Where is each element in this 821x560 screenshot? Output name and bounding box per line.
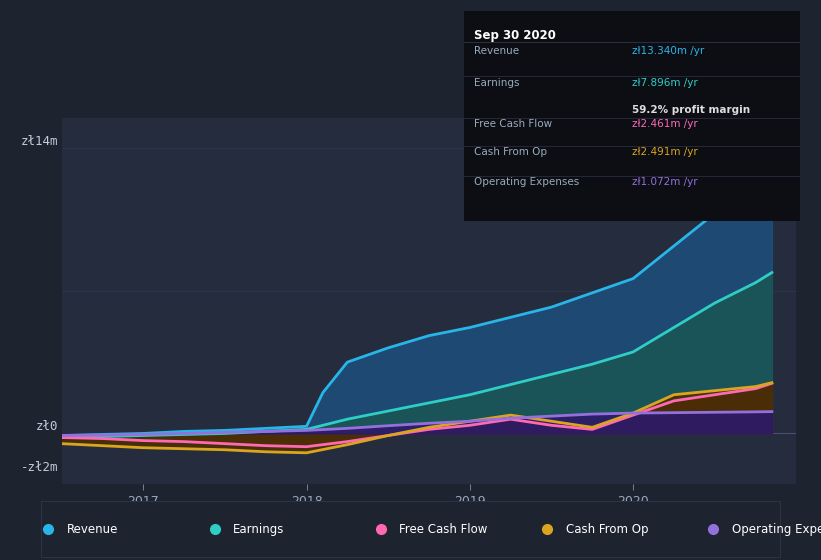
Text: -zł2m: -zł2m [21,461,58,474]
Text: Free Cash Flow: Free Cash Flow [400,522,488,536]
Text: Sep 30 2020: Sep 30 2020 [474,29,556,42]
Text: Operating Expenses: Operating Expenses [732,522,821,536]
Text: zł7.896m /yr: zł7.896m /yr [632,78,698,88]
Text: Cash From Op: Cash From Op [474,147,547,157]
Text: Cash From Op: Cash From Op [566,522,648,536]
Text: zł13.340m /yr: zł13.340m /yr [632,46,704,56]
Text: zł0: zł0 [35,421,58,433]
Text: Revenue: Revenue [474,46,519,56]
Text: zł2.461m /yr: zł2.461m /yr [632,119,698,129]
Text: Free Cash Flow: Free Cash Flow [474,119,552,129]
Text: 59.2% profit margin: 59.2% profit margin [632,105,750,115]
Text: Earnings: Earnings [233,522,285,536]
Text: zł2.491m /yr: zł2.491m /yr [632,147,698,157]
Text: Revenue: Revenue [67,522,118,536]
Text: Operating Expenses: Operating Expenses [474,177,579,187]
Text: Earnings: Earnings [474,78,520,88]
Text: zł1.072m /yr: zł1.072m /yr [632,177,698,187]
Text: zł14m: zł14m [21,135,58,148]
